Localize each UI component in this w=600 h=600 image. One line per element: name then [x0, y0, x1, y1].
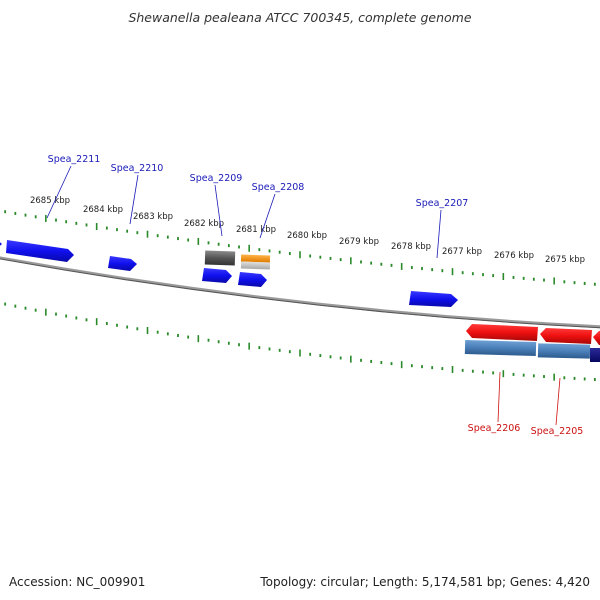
- gene-arrow-spea-2209[interactable]: [202, 268, 232, 283]
- gene-arrow-edge[interactable]: [0, 238, 2, 250]
- leader-line-spea-2208: [259, 193, 276, 239]
- outer-tick-ring: [4, 210, 596, 286]
- gene-label-group: Spea_2211 Spea_2210 Spea_2209 Spea_2208 Spea…: [48, 154, 584, 437]
- feature-block-spea-2205[interactable]: [537, 343, 591, 359]
- tick-label: 2685 kbp: [30, 196, 70, 206]
- gene-arrow-spea-2211[interactable]: [6, 240, 74, 262]
- tick-label: 2682 kbp: [184, 219, 224, 229]
- map-title: Shewanella pealeana ATCC 700345, complet…: [128, 10, 472, 25]
- tick-label: 2678 kbp: [391, 242, 431, 252]
- forward-strand-features: [0, 238, 458, 307]
- feature-block-edge[interactable]: [590, 348, 600, 362]
- feature-block-spea-2208-b[interactable]: [240, 261, 271, 270]
- tick-label: 2680 kbp: [287, 231, 327, 241]
- gene-label[interactable]: Spea_2211: [48, 154, 101, 165]
- feature-block-spea-2209[interactable]: [204, 250, 236, 266]
- tick-label: 2681 kbp: [236, 225, 276, 235]
- tick-label-group: 2685 kbp 2684 kbp 2683 kbp 2682 kbp 2681 kbp…: [30, 196, 585, 265]
- gene-label[interactable]: Spea_2210: [111, 163, 164, 174]
- gene-label[interactable]: Spea_2209: [190, 173, 243, 184]
- genome-backbone: [0, 256, 600, 329]
- gene-label[interactable]: Spea_2208: [252, 182, 305, 193]
- gene-arrow-spea-2205[interactable]: [540, 328, 592, 344]
- leader-line-spea-2211: [46, 165, 72, 219]
- gene-label[interactable]: Spea_2207: [416, 198, 469, 209]
- leader-line-spea-2210: [129, 174, 139, 225]
- tick-label: 2679 kbp: [339, 237, 379, 247]
- tick-label: 2677 kbp: [442, 247, 482, 257]
- tick-label: 2683 kbp: [133, 212, 173, 222]
- gene-arrow-spea-2207[interactable]: [409, 291, 458, 307]
- gene-arrow-edge-red[interactable]: [593, 331, 600, 345]
- inner-tick-ring: [4, 302, 596, 381]
- gene-arrow-spea-2210[interactable]: [108, 256, 137, 271]
- leader-line-spea-2206: [497, 371, 501, 423]
- leader-line-spea-2205: [555, 377, 561, 426]
- label-leaders: [46, 165, 561, 426]
- tick-label: 2684 kbp: [83, 205, 123, 215]
- tick-label: 2675 kbp: [545, 255, 585, 265]
- leader-line-spea-2209: [214, 184, 223, 237]
- gene-label[interactable]: Spea_2205: [531, 426, 584, 437]
- gene-arrow-spea-2208[interactable]: [238, 272, 267, 287]
- reverse-strand-features: [464, 324, 600, 362]
- gene-arrow-spea-2206[interactable]: [466, 324, 538, 341]
- feature-block-spea-2208[interactable]: [240, 254, 271, 263]
- accession-label: Accession: NC_009901: [9, 575, 146, 589]
- feature-block-spea-2206[interactable]: [464, 340, 537, 357]
- tick-label: 2676 kbp: [494, 251, 534, 261]
- leader-line-spea-2207: [436, 209, 442, 259]
- genome-summary: Topology: circular; Length: 5,174,581 bp…: [260, 575, 590, 589]
- gene-label[interactable]: Spea_2206: [468, 423, 521, 434]
